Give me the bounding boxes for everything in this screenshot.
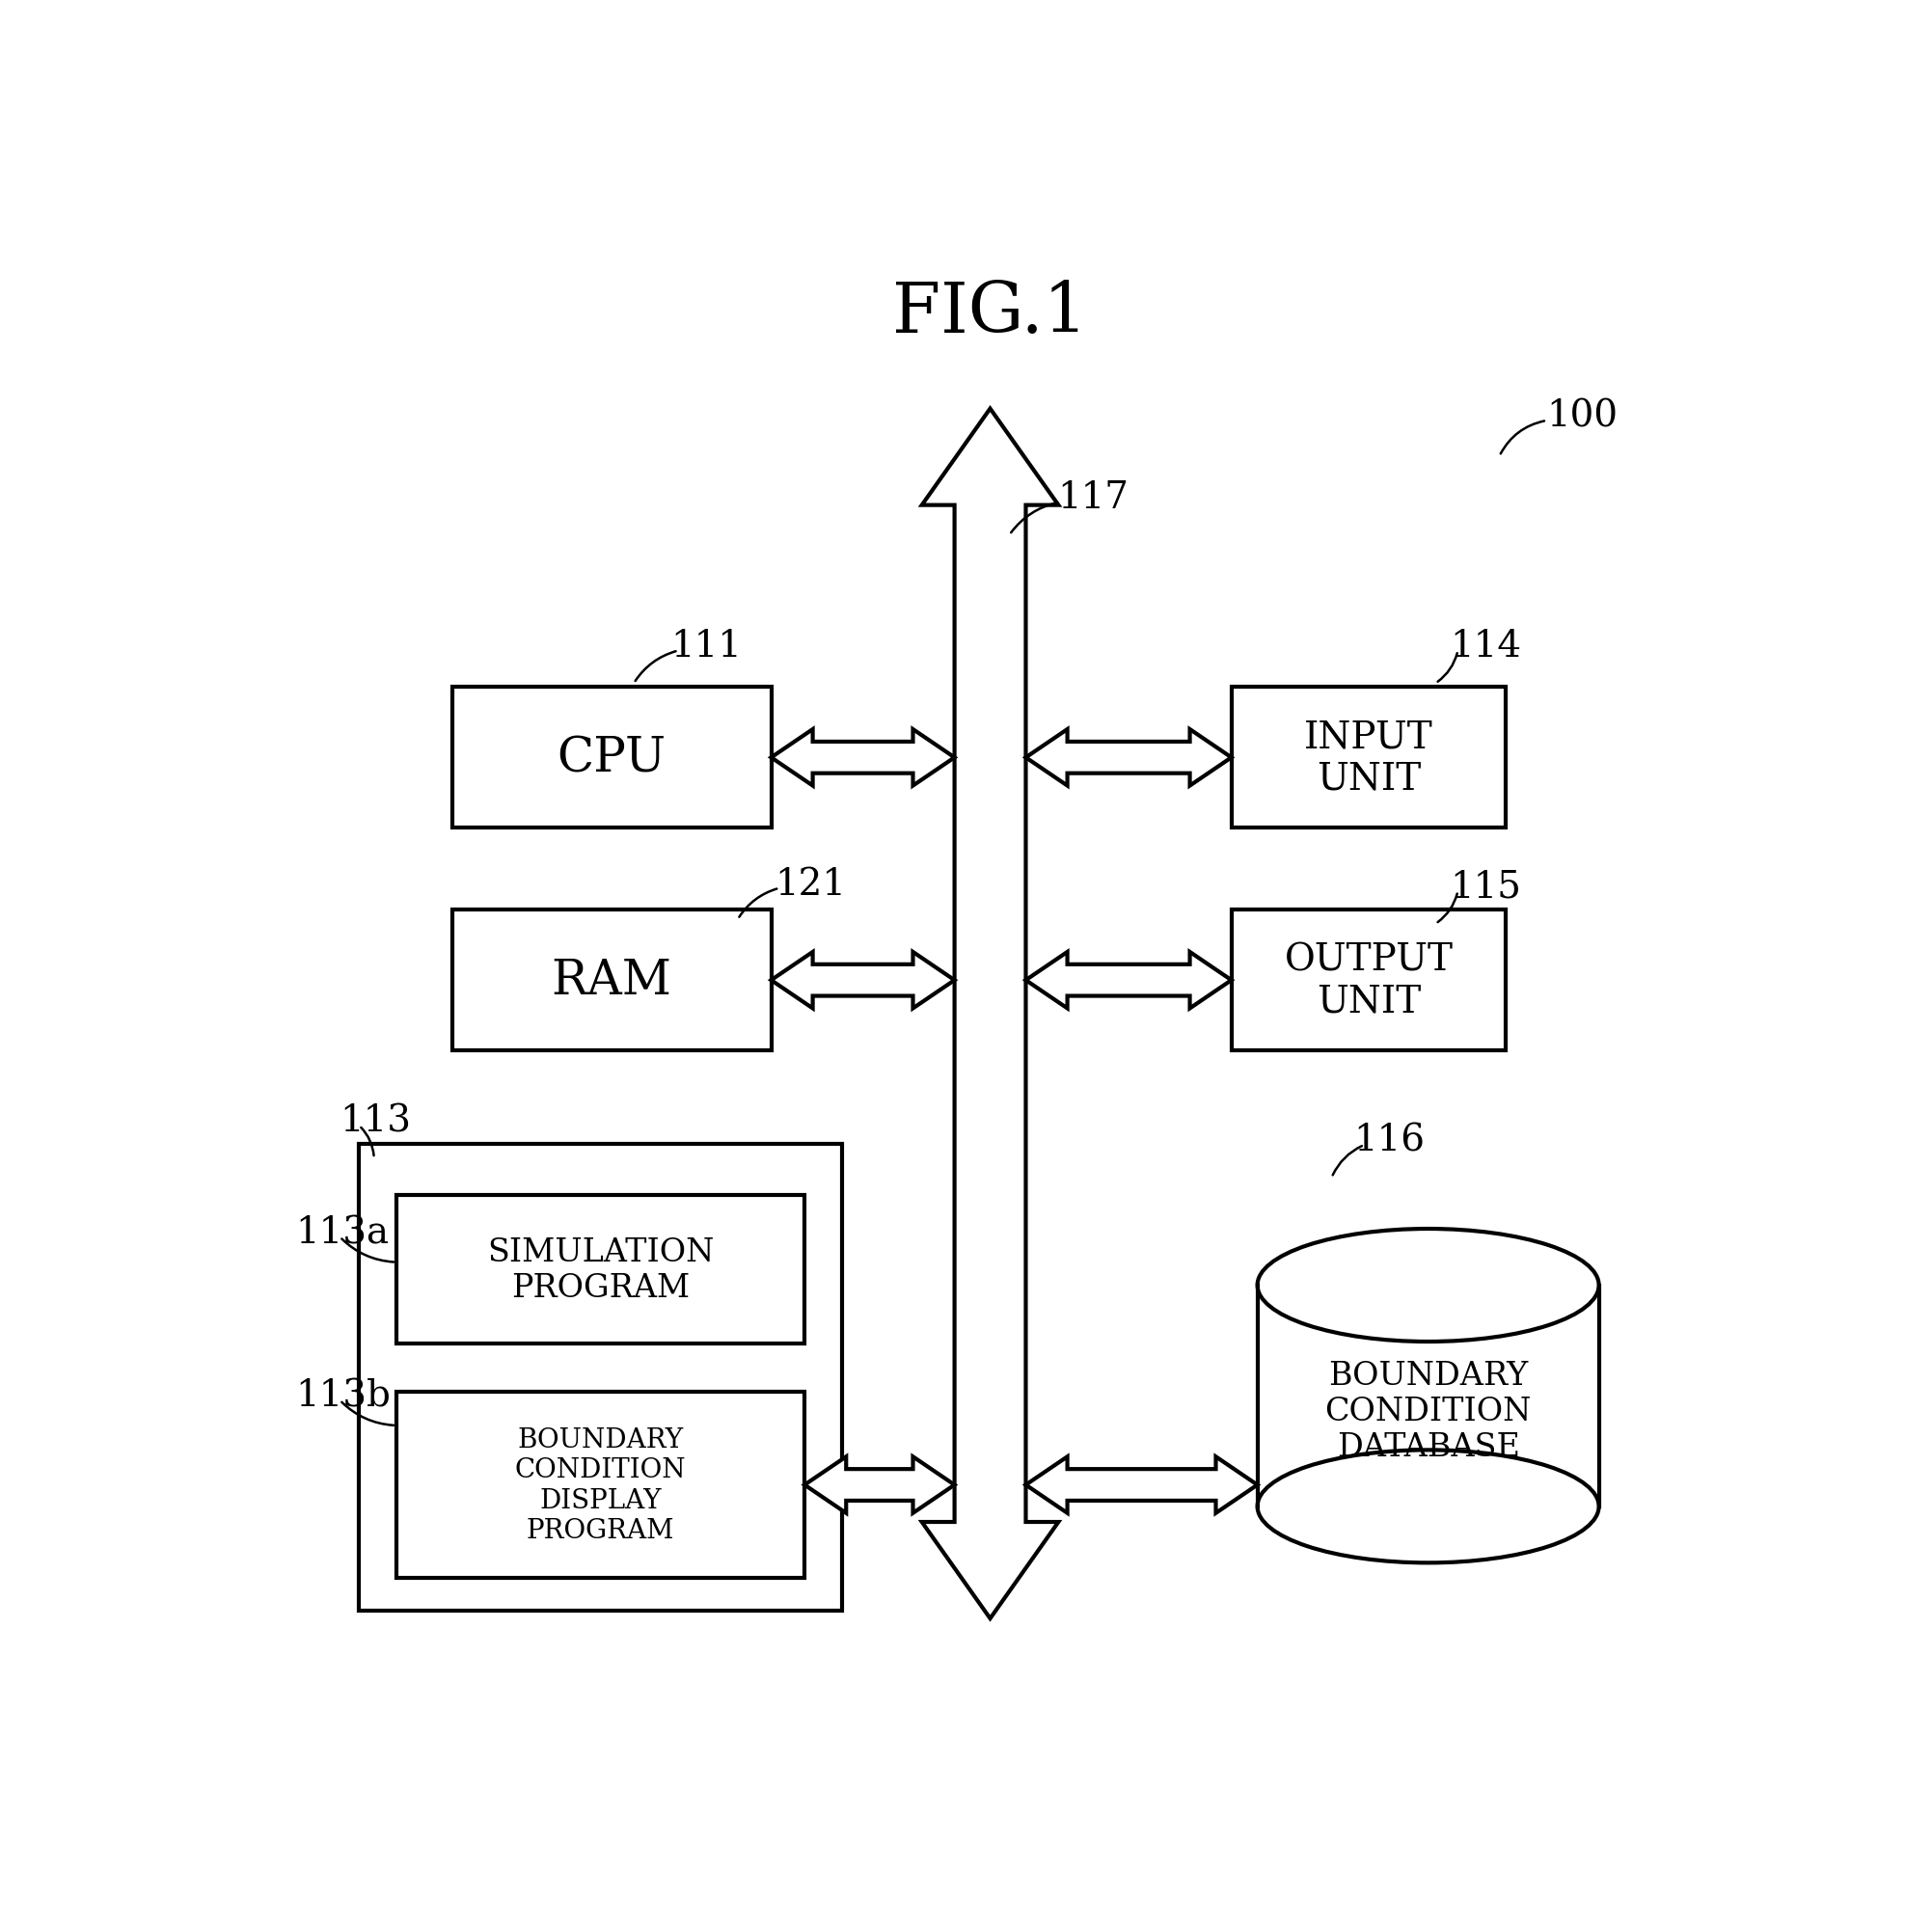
Text: BOUNDARY
CONDITION
DATABASE: BOUNDARY CONDITION DATABASE — [1325, 1360, 1532, 1463]
Text: OUTPUT
UNIT: OUTPUT UNIT — [1285, 942, 1453, 1019]
Ellipse shape — [1258, 1451, 1600, 1563]
FancyBboxPatch shape — [1231, 688, 1507, 829]
Text: 113b: 113b — [296, 1378, 390, 1414]
Text: BOUNDARY
CONDITION
DISPLAY
PROGRAM: BOUNDARY CONDITION DISPLAY PROGRAM — [514, 1426, 686, 1544]
Ellipse shape — [1258, 1229, 1600, 1341]
FancyBboxPatch shape — [396, 1393, 804, 1578]
FancyBboxPatch shape — [1231, 910, 1507, 1050]
FancyBboxPatch shape — [452, 910, 771, 1050]
FancyBboxPatch shape — [452, 688, 771, 829]
Text: 121: 121 — [775, 867, 846, 902]
Text: 100: 100 — [1548, 399, 1619, 436]
FancyBboxPatch shape — [396, 1195, 804, 1345]
Polygon shape — [804, 1457, 954, 1513]
Text: INPUT
UNIT: INPUT UNIT — [1304, 719, 1434, 796]
Text: 115: 115 — [1451, 869, 1522, 906]
Text: 113a: 113a — [296, 1214, 388, 1251]
Text: FIG.1: FIG.1 — [893, 279, 1088, 347]
Text: 116: 116 — [1354, 1123, 1426, 1158]
Polygon shape — [922, 409, 1059, 1619]
Text: 111: 111 — [670, 628, 742, 665]
Polygon shape — [771, 952, 954, 1008]
Text: 114: 114 — [1451, 628, 1522, 665]
FancyBboxPatch shape — [1258, 1285, 1600, 1507]
Text: SIMULATION
PROGRAM: SIMULATION PROGRAM — [487, 1237, 715, 1303]
Ellipse shape — [1258, 1229, 1600, 1341]
Text: 113: 113 — [340, 1104, 412, 1139]
Polygon shape — [1026, 1457, 1258, 1513]
Text: RAM: RAM — [551, 956, 672, 1004]
Polygon shape — [1026, 730, 1231, 786]
Polygon shape — [771, 730, 954, 786]
FancyBboxPatch shape — [359, 1145, 842, 1611]
Text: CPU: CPU — [556, 734, 667, 782]
Text: 117: 117 — [1057, 480, 1128, 516]
Polygon shape — [1026, 952, 1231, 1008]
